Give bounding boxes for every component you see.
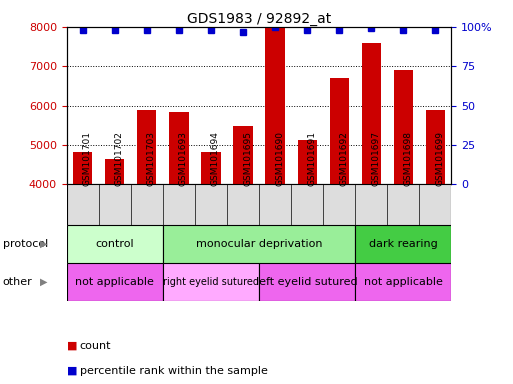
Text: monocular deprivation: monocular deprivation: [196, 239, 322, 249]
Bar: [137, 110, 156, 184]
Bar: [426, 110, 445, 184]
Text: left eyelid sutured: left eyelid sutured: [256, 277, 358, 287]
Text: ■: ■: [67, 366, 77, 376]
Bar: [259, 263, 355, 301]
Text: GSM101698: GSM101698: [403, 131, 412, 186]
Text: GSM101701: GSM101701: [83, 131, 92, 186]
Text: GSM101690: GSM101690: [275, 131, 284, 186]
Text: other: other: [3, 277, 32, 287]
Text: GSM101695: GSM101695: [243, 131, 252, 186]
Text: count: count: [80, 341, 111, 351]
Text: ▶: ▶: [40, 277, 47, 287]
Bar: [201, 152, 221, 184]
Bar: [169, 112, 189, 184]
Bar: [233, 126, 252, 184]
Bar: [73, 152, 92, 184]
Text: not applicable: not applicable: [75, 277, 154, 287]
Text: ■: ■: [67, 341, 77, 351]
Title: GDS1983 / 92892_at: GDS1983 / 92892_at: [187, 12, 331, 26]
Text: GSM101692: GSM101692: [339, 131, 348, 186]
Bar: [67, 263, 163, 301]
Text: GSM101694: GSM101694: [211, 131, 220, 186]
Bar: [393, 70, 413, 184]
Bar: [265, 28, 285, 184]
Text: dark rearing: dark rearing: [369, 239, 438, 249]
Bar: [329, 78, 349, 184]
Bar: [362, 43, 381, 184]
Bar: [105, 159, 124, 184]
Bar: [355, 225, 451, 263]
Text: percentile rank within the sample: percentile rank within the sample: [80, 366, 267, 376]
Text: GSM101691: GSM101691: [307, 131, 316, 186]
Text: GSM101702: GSM101702: [115, 131, 124, 186]
Bar: [163, 225, 355, 263]
Text: GSM101693: GSM101693: [179, 131, 188, 186]
Text: right eyelid sutured: right eyelid sutured: [163, 277, 259, 287]
Bar: [67, 225, 163, 263]
Bar: [163, 263, 259, 301]
Text: GSM101703: GSM101703: [147, 131, 156, 186]
Text: control: control: [95, 239, 134, 249]
Text: not applicable: not applicable: [364, 277, 443, 287]
Text: GSM101699: GSM101699: [436, 131, 444, 186]
Text: GSM101697: GSM101697: [371, 131, 380, 186]
Text: protocol: protocol: [3, 239, 48, 249]
Bar: [355, 263, 451, 301]
Bar: [298, 140, 317, 184]
Text: ▶: ▶: [40, 239, 47, 249]
